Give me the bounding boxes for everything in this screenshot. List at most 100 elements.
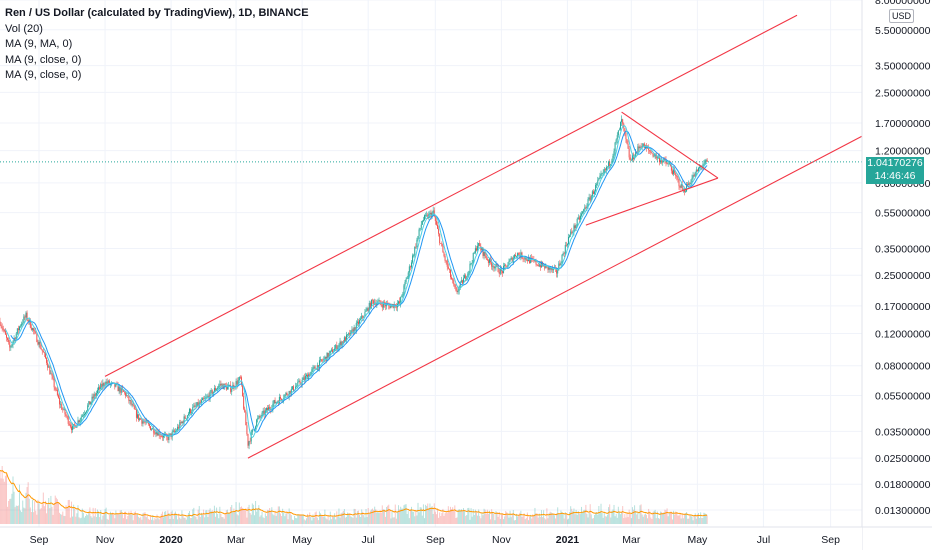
candle-body	[252, 429, 254, 431]
volume-bar	[239, 507, 241, 524]
volume-bar	[63, 515, 65, 524]
volume-bar	[31, 499, 33, 524]
candle-body	[673, 169, 675, 175]
price-tick-label: 1.20000000	[875, 146, 931, 158]
candle-body	[88, 401, 90, 406]
volume-bar	[160, 513, 162, 524]
candle-body	[674, 169, 676, 173]
volume-bar	[202, 515, 204, 524]
candle-body	[106, 381, 108, 384]
candle-body	[27, 319, 29, 322]
volume-bar	[113, 514, 115, 524]
volume-bar	[481, 513, 483, 524]
candle-body	[346, 334, 348, 342]
candle-body	[235, 381, 237, 388]
candle-body	[355, 322, 357, 331]
volume-bar	[405, 504, 407, 524]
volume-bar	[196, 519, 198, 524]
candle-body	[321, 359, 323, 361]
volume-bar	[530, 514, 532, 524]
indicator-label-ma-3[interactable]: MA (9, close, 0)	[5, 69, 82, 81]
candle-body	[452, 279, 454, 281]
candle-body	[372, 299, 374, 301]
volume-bar	[689, 515, 691, 524]
candle-body	[422, 219, 424, 222]
volume-bar	[231, 504, 233, 524]
candle-body	[154, 433, 156, 435]
volume-bar	[508, 517, 510, 524]
volume-bar	[255, 500, 257, 524]
volume-bar	[274, 512, 276, 524]
candle-body	[578, 217, 580, 220]
candle-body	[279, 396, 281, 399]
candle-body	[460, 280, 462, 283]
candle-body	[170, 433, 172, 438]
candle-body	[167, 436, 169, 441]
volume-bar	[408, 518, 410, 524]
candle-body	[704, 160, 706, 164]
indicator-label-ma-1[interactable]: MA (9, MA, 0)	[5, 38, 73, 50]
candle-body	[342, 341, 344, 343]
volume-bar	[313, 518, 315, 524]
candle-body	[244, 408, 246, 413]
price-tick-label: 0.17000000	[875, 301, 931, 313]
volume-bar	[442, 508, 444, 524]
indicator-label-ma-2[interactable]: MA (9, close, 0)	[5, 53, 82, 66]
volume-bar	[219, 506, 221, 524]
candle-body	[10, 346, 12, 348]
candle-body	[44, 353, 46, 358]
price-axis[interactable]: 8.00000000 5.50000000 3.50000000 2.50000000…	[875, 0, 931, 517]
volume-bar	[132, 520, 134, 524]
candle-body	[680, 184, 682, 188]
volume-bar	[24, 508, 26, 524]
volume-bar	[246, 517, 248, 524]
candle-body	[189, 408, 191, 414]
candle-body	[407, 272, 409, 278]
volume-bar	[674, 514, 676, 524]
volume-bar	[588, 512, 590, 524]
volume-bar	[398, 505, 400, 524]
candle-body	[14, 338, 16, 340]
trendline-drawings[interactable]	[104, 14, 864, 459]
volume-bar	[638, 518, 640, 524]
candle-body	[411, 262, 413, 268]
volume-bar	[11, 493, 13, 524]
candle-body	[237, 380, 239, 385]
candle-body	[571, 231, 573, 233]
candle-body	[249, 441, 251, 442]
volume-bar	[375, 509, 377, 524]
volume-bar	[16, 505, 18, 524]
volume-bar	[516, 513, 518, 524]
candle-body	[628, 148, 630, 158]
time-axis[interactable]: Sep Nov 2020 Mar May Jul Sep Nov 2021 Mar May Jul Se…	[30, 534, 840, 546]
currency-button[interactable]: USD	[889, 9, 914, 23]
symbol-title[interactable]: Ren / US Dollar (calculated by TradingVi…	[5, 7, 309, 19]
volume-bar	[248, 504, 250, 524]
candle-body	[263, 410, 265, 415]
candle-body	[668, 163, 670, 165]
volume-bar	[461, 511, 463, 524]
volume-bar	[514, 520, 516, 524]
volume-bar	[629, 514, 631, 524]
volume-ma-line	[0, 469, 708, 518]
volume-bar	[425, 504, 427, 524]
volume-bar	[269, 508, 271, 524]
candle-body	[297, 381, 299, 386]
candle-body	[269, 407, 271, 409]
volume-bar	[563, 518, 565, 524]
candle-body	[218, 385, 220, 388]
volume-bar	[335, 519, 337, 524]
indicator-label-vol[interactable]: Vol (20)	[5, 22, 43, 35]
volume-bar	[706, 515, 708, 524]
candle-body	[231, 389, 233, 392]
volume-bar	[555, 518, 557, 524]
volume-bar	[666, 508, 668, 524]
candle-body	[549, 267, 551, 270]
candle-body	[664, 158, 666, 160]
volume-bar	[366, 517, 368, 524]
volume-bar	[121, 512, 123, 524]
time-tick-label: Sep	[821, 534, 840, 546]
volume-bar	[409, 509, 411, 524]
candle-body	[278, 396, 280, 404]
